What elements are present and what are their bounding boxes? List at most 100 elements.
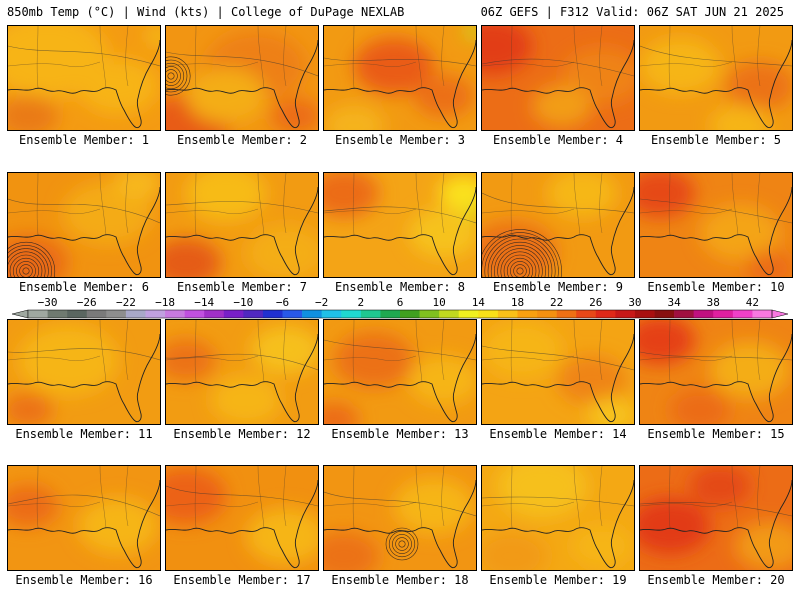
ensemble-map-panel [165, 172, 319, 278]
pressure-contour [482, 345, 634, 371]
temperature-map [166, 320, 318, 424]
pressure-contour [482, 192, 634, 214]
state-border [352, 466, 355, 529]
temperature-region [482, 322, 562, 378]
colorbar-tick-label: 10 [432, 296, 446, 309]
coastline [166, 186, 318, 276]
temperature-map [8, 466, 160, 570]
panel-label: Ensemble Member: 16 [15, 573, 153, 587]
pressure-contour [482, 58, 634, 77]
colorbar-tick-label: 26 [589, 296, 603, 309]
colorbar-low-arrow [11, 309, 29, 319]
colorbar-segment [458, 310, 479, 318]
run-info: 06Z GEFS | F312 Valid: 06Z SAT JUN 21 20… [480, 5, 784, 19]
colorbar-tick-label: −18 [155, 296, 175, 309]
colorbar-segment [419, 310, 440, 318]
state-border [668, 173, 671, 236]
state-border [441, 466, 445, 527]
colorbar-segment [537, 310, 557, 318]
temperature-region [324, 173, 379, 218]
colorbar-segment [654, 310, 675, 318]
colorbar-segment [732, 310, 753, 318]
state-border [166, 61, 259, 68]
state-border [99, 26, 107, 89]
state-border [599, 466, 603, 527]
state-border [668, 320, 671, 383]
state-border [482, 355, 575, 362]
cyclone-contour [12, 257, 40, 277]
temperature-region [710, 342, 790, 398]
state-border [36, 466, 39, 529]
panel-label: Ensemble Member: 9 [492, 280, 624, 294]
ensemble-map-panel [165, 465, 319, 571]
panel-label: Ensemble Member: 10 [647, 280, 785, 294]
colorbar-tick-label: 6 [396, 296, 404, 309]
temperature-region [409, 355, 476, 405]
ensemble-map-panel [481, 319, 635, 425]
pressure-contour [166, 353, 318, 371]
colorbar-tick-label: −30 [37, 296, 58, 309]
colorbar-segment [400, 310, 420, 318]
temperature-region [166, 238, 221, 277]
temperature-colorbar [11, 309, 789, 319]
cyclone-contour [516, 267, 524, 275]
state-border [573, 320, 581, 383]
panel-label: Ensemble Member: 15 [647, 427, 785, 441]
coastline [324, 479, 476, 569]
temperature-region [324, 531, 379, 570]
pressure-contour [640, 351, 792, 361]
panel-label: Ensemble Member: 17 [173, 573, 311, 587]
state-border [125, 26, 129, 87]
temperature-map [8, 320, 160, 424]
temperature-region [186, 173, 266, 221]
cyclone-contour [484, 235, 556, 277]
cyclone-contour [9, 254, 43, 277]
colorbar-segment [86, 310, 107, 318]
cyclone-contour [490, 241, 550, 277]
state-border [441, 320, 445, 381]
ensemble-map-panel [481, 25, 635, 131]
state-border [352, 320, 355, 383]
colorbar-high-arrow [771, 309, 789, 319]
state-border [599, 26, 603, 87]
pressure-contour [8, 348, 160, 361]
temperature-map [324, 466, 476, 570]
state-border [599, 173, 603, 234]
colorbar-tick-label: 42 [745, 296, 760, 309]
temperature-region [640, 498, 710, 554]
colorbar-segment [145, 310, 166, 318]
panel-label: Ensemble Member: 3 [334, 133, 466, 147]
coastline [8, 333, 160, 423]
temperature-region [8, 392, 53, 424]
state-border [573, 466, 581, 529]
cyclone-contour [487, 238, 553, 277]
temperature-region [745, 250, 792, 277]
colorbar-tick-label: 34 [667, 296, 681, 309]
temperature-map [166, 173, 318, 277]
temperature-region [8, 95, 58, 130]
state-border [731, 466, 739, 529]
panel-label: Ensemble Member: 12 [173, 427, 311, 441]
state-border [324, 501, 417, 508]
colorbar-tick-label: 38 [706, 296, 720, 309]
ensemble-map-panel [639, 319, 793, 425]
temperature-map [640, 26, 792, 130]
temperature-region [78, 498, 158, 554]
panel-label: Ensemble Member: 4 [492, 133, 624, 147]
state-border [599, 320, 603, 381]
cyclone-contour [8, 251, 46, 277]
colorbar-tick-label: 14 [471, 296, 485, 309]
coastline [640, 39, 792, 129]
ensemble-map-panel [323, 172, 477, 278]
colorbar-tick-label: 22 [550, 296, 564, 309]
map-title: 850mb Temp (°C) | Wind (kts) | College o… [7, 5, 405, 19]
temperature-region [640, 320, 695, 365]
colorbar-segment [478, 310, 499, 318]
state-border [166, 208, 259, 215]
temperature-map [640, 466, 792, 570]
temperature-region [78, 58, 158, 114]
temperature-region [186, 68, 266, 124]
colorbar-segment [243, 310, 264, 318]
state-border [415, 320, 423, 383]
colorbar-outline [27, 309, 773, 319]
